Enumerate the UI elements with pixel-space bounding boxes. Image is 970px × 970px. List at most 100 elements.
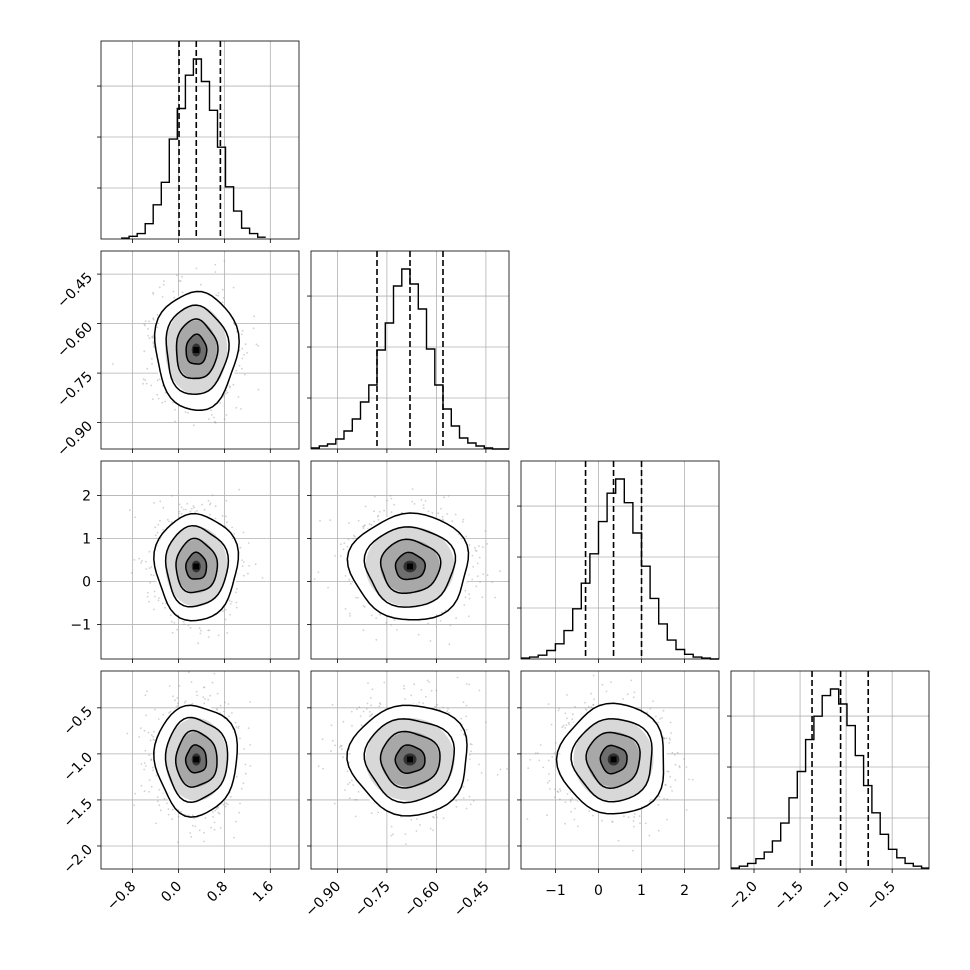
sample-point bbox=[465, 683, 468, 685]
sample-point bbox=[413, 503, 416, 505]
sample-point bbox=[226, 391, 229, 394]
sample-point bbox=[181, 291, 184, 294]
sample-point bbox=[143, 790, 146, 793]
sample-point bbox=[215, 708, 218, 710]
sample-point bbox=[491, 581, 494, 583]
sample-point bbox=[189, 832, 192, 834]
sample-point bbox=[451, 520, 454, 523]
sample-point bbox=[347, 783, 349, 786]
sample-point bbox=[429, 827, 432, 830]
sample-point bbox=[475, 550, 478, 553]
sample-point bbox=[485, 721, 487, 723]
sample-point bbox=[178, 503, 181, 506]
sample-point bbox=[157, 800, 159, 803]
sample-point bbox=[370, 812, 373, 815]
sample-point bbox=[161, 602, 164, 605]
sample-point bbox=[242, 531, 245, 534]
x-tick-label: −0.60 bbox=[402, 879, 444, 921]
sample-point bbox=[360, 724, 363, 726]
sample-point bbox=[202, 696, 205, 698]
sample-point bbox=[435, 813, 437, 816]
sample-point bbox=[462, 785, 465, 788]
sample-point bbox=[192, 505, 195, 507]
sample-point bbox=[145, 765, 147, 767]
sample-point bbox=[156, 314, 159, 316]
sample-point bbox=[212, 811, 214, 813]
sample-point bbox=[171, 494, 174, 497]
sample-point bbox=[404, 833, 407, 835]
sample-point bbox=[369, 697, 372, 699]
sample-point bbox=[207, 629, 210, 632]
contour-line-1 bbox=[174, 729, 218, 788]
sample-point bbox=[478, 545, 480, 547]
contour-line-3 bbox=[153, 290, 240, 412]
sample-point bbox=[356, 708, 358, 711]
sample-point bbox=[145, 568, 148, 570]
sample-point bbox=[171, 808, 174, 811]
sample-point bbox=[439, 620, 442, 622]
sample-point bbox=[213, 672, 216, 675]
sample-point bbox=[377, 811, 380, 814]
sample-point bbox=[214, 421, 217, 424]
sample-point bbox=[371, 688, 374, 691]
sample-point bbox=[229, 386, 231, 389]
contour-line-0 bbox=[184, 744, 208, 774]
sample-point bbox=[481, 596, 484, 599]
sample-point bbox=[499, 768, 502, 771]
sample-point bbox=[252, 327, 255, 330]
sample-point bbox=[182, 620, 185, 623]
sample-point bbox=[354, 798, 356, 801]
sample-point bbox=[241, 559, 244, 562]
sample-point bbox=[178, 510, 181, 513]
sample-point bbox=[370, 614, 373, 617]
sample-point bbox=[413, 683, 416, 686]
sample-point bbox=[348, 612, 351, 615]
sample-point bbox=[331, 739, 334, 742]
sample-point bbox=[148, 754, 151, 756]
sample-point bbox=[357, 791, 360, 793]
sample-point bbox=[138, 557, 141, 560]
x-tick-label: 1.6 bbox=[250, 878, 277, 905]
sample-point bbox=[370, 523, 373, 526]
sample-point bbox=[151, 362, 153, 365]
sample-point bbox=[244, 772, 247, 775]
sample-point bbox=[571, 718, 574, 721]
sample-point bbox=[180, 513, 183, 515]
sample-point bbox=[247, 727, 250, 730]
sample-point bbox=[153, 730, 155, 733]
sample-point bbox=[352, 784, 355, 786]
sample-point bbox=[584, 708, 587, 710]
sample-point bbox=[227, 703, 230, 705]
sample-point bbox=[475, 585, 478, 588]
sample-point bbox=[214, 271, 217, 273]
sample-point bbox=[373, 520, 376, 523]
sample-point bbox=[214, 809, 217, 812]
sample-point bbox=[410, 694, 413, 697]
sample-point bbox=[171, 818, 174, 820]
sample-point bbox=[363, 606, 366, 608]
sample-point bbox=[231, 712, 233, 714]
sample-point bbox=[463, 604, 466, 606]
sample-point bbox=[162, 506, 165, 509]
sample-point bbox=[164, 606, 166, 609]
sample-point bbox=[194, 511, 196, 513]
sample-point bbox=[241, 329, 244, 332]
sample-point bbox=[455, 617, 457, 620]
sample-point bbox=[180, 506, 183, 509]
sample-point bbox=[410, 818, 413, 821]
sample-point bbox=[176, 705, 179, 708]
contour-line-3 bbox=[346, 704, 468, 817]
y-tick-label: −0.45 bbox=[54, 270, 96, 312]
sample-point bbox=[455, 800, 458, 802]
y-tick-label: −0.75 bbox=[54, 369, 96, 411]
sample-point bbox=[317, 571, 320, 574]
sample-point bbox=[362, 525, 365, 528]
sample-point bbox=[610, 681, 612, 683]
sample-point bbox=[404, 698, 407, 700]
axes-frame bbox=[310, 670, 510, 870]
sample-point bbox=[496, 773, 499, 776]
sample-point bbox=[465, 535, 467, 538]
contour-line-1 bbox=[379, 730, 441, 789]
sample-point bbox=[226, 632, 229, 634]
sample-point bbox=[362, 629, 365, 632]
